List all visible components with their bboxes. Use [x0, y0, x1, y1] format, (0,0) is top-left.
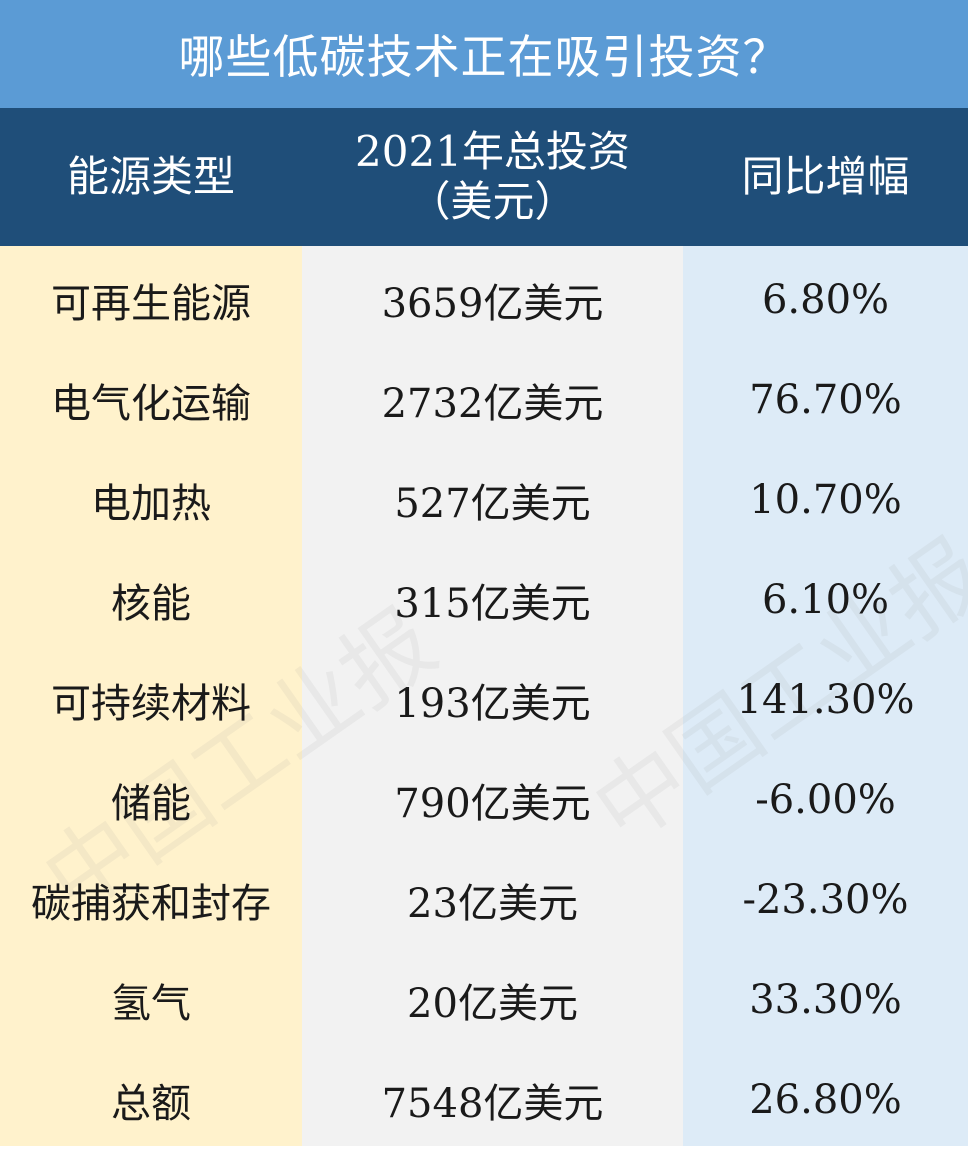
investment-cell: 790亿美元	[394, 781, 591, 827]
table-title: 哪些低碳技术正在吸引投资？	[0, 0, 968, 108]
growth-cell: 76.70%	[749, 377, 902, 423]
growth-cell: 26.80%	[749, 1077, 902, 1123]
growth-cell: 33.30%	[749, 977, 902, 1023]
table-row: 总额 7548亿美元 26.80%	[0, 1050, 968, 1150]
growth-cell: 141.30%	[736, 677, 915, 723]
table-row: 氢气 20亿美元 33.30%	[0, 950, 968, 1050]
energy-type-cell: 碳捕获和封存	[31, 881, 271, 927]
investment-cell: 23亿美元	[407, 881, 578, 927]
growth-cell: 6.10%	[761, 577, 890, 623]
table-row: 储能 790亿美元 -6.00%	[0, 750, 968, 850]
header-investment-line1: 2021年总投资	[355, 126, 630, 176]
header-growth: 同比增幅	[741, 151, 910, 201]
table-row: 核能 315亿美元 6.10%	[0, 550, 968, 650]
energy-type-cell: 储能	[111, 781, 191, 827]
investment-cell: 20亿美元	[407, 981, 578, 1027]
table-row: 可再生能源 3659亿美元 6.80%	[0, 250, 968, 350]
column-background-investment	[302, 246, 683, 1146]
energy-type-cell: 核能	[111, 581, 191, 627]
investment-cell: 527亿美元	[394, 481, 591, 527]
investment-cell: 2732亿美元	[381, 381, 604, 427]
investment-cell: 315亿美元	[394, 581, 591, 627]
energy-type-cell: 可再生能源	[51, 281, 251, 327]
growth-cell: 6.80%	[761, 277, 890, 323]
investment-cell: 7548亿美元	[381, 1081, 604, 1127]
growth-cell: -23.30%	[742, 877, 909, 923]
energy-type-cell: 总额	[111, 1081, 191, 1127]
energy-type-cell: 氢气	[111, 981, 191, 1027]
investment-cell: 3659亿美元	[381, 281, 604, 327]
table-row: 电气化运输 2732亿美元 76.70%	[0, 350, 968, 450]
growth-cell: 10.70%	[749, 477, 902, 523]
table-row: 碳捕获和封存 23亿美元 -23.30%	[0, 850, 968, 950]
energy-type-cell: 电气化运输	[51, 381, 251, 427]
growth-cell: -6.00%	[755, 777, 896, 823]
header-investment-line2: （美元）	[408, 177, 577, 226]
header-row: 能源类型 2021年总投资 （美元） 同比增幅	[0, 108, 968, 246]
energy-type-cell: 电加热	[91, 481, 211, 527]
investment-cell: 193亿美元	[394, 681, 591, 727]
column-background-growth	[683, 246, 968, 1146]
header-investment: 2021年总投资 （美元）	[302, 108, 683, 246]
table-row: 电加热 527亿美元 10.70%	[0, 450, 968, 550]
energy-type-cell: 可持续材料	[51, 681, 251, 727]
header-energy-type: 能源类型	[66, 151, 235, 201]
table-row: 可持续材料 193亿美元 141.30%	[0, 650, 968, 750]
column-background-type	[0, 246, 302, 1146]
